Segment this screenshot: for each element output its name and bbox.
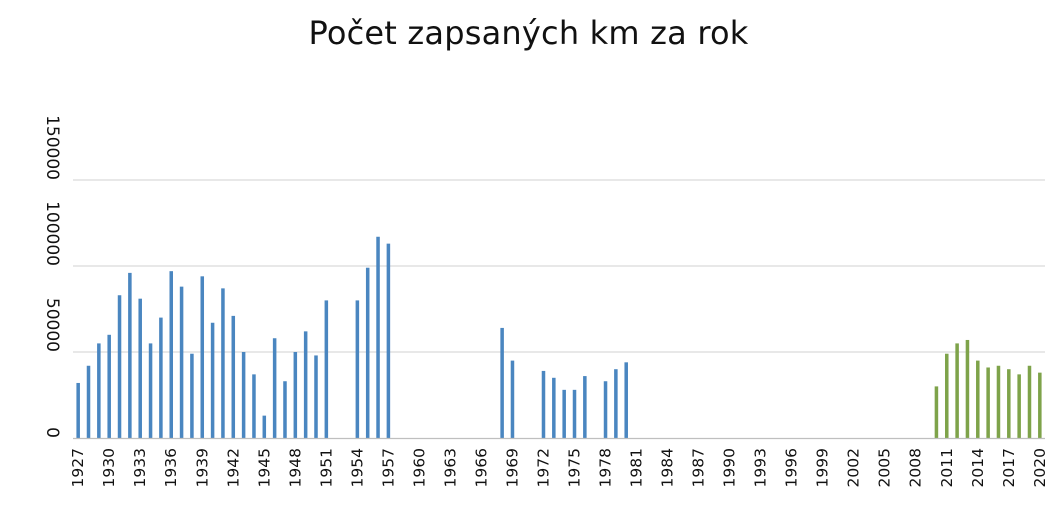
bar-1944 — [252, 374, 256, 438]
bar-1974 — [562, 389, 566, 438]
y-tick-label: 100000 — [42, 201, 62, 266]
bar-1949 — [303, 331, 308, 438]
bar-1940 — [210, 322, 215, 438]
bar-1932 — [128, 272, 132, 438]
x-tick-label: 2008 — [907, 448, 925, 487]
x-tick-label: 1960 — [410, 448, 428, 487]
x-tick-label: 1975 — [566, 448, 584, 487]
bar-1935 — [159, 317, 163, 438]
bar-1939 — [200, 276, 205, 438]
bar-1957 — [386, 243, 391, 438]
x-tick-label: 1972 — [534, 448, 552, 487]
y-tick-label: 50000 — [42, 298, 62, 352]
bar-2019 — [1027, 365, 1032, 438]
bar-1980 — [624, 362, 628, 438]
bar-1941 — [221, 288, 225, 438]
x-tick-label: 1945 — [255, 448, 273, 487]
x-tick-label: 1939 — [193, 448, 211, 487]
bar-1976 — [583, 376, 587, 438]
bars — [76, 236, 1042, 438]
bar-2018 — [1017, 374, 1021, 438]
x-tick-label: 2020 — [1031, 448, 1049, 487]
x-tick-label: 2011 — [938, 448, 956, 487]
bar-1934 — [148, 343, 153, 438]
bar-1975 — [572, 389, 577, 438]
bar-1945 — [262, 415, 267, 438]
bar-1928 — [86, 365, 91, 438]
bar-1933 — [138, 298, 142, 438]
bar-1936 — [169, 271, 173, 438]
x-tick-label: 1993 — [752, 448, 770, 487]
gridlines — [73, 179, 1045, 353]
bar-1956 — [376, 236, 380, 438]
x-tick-label: 1996 — [783, 448, 801, 487]
bar-1938 — [190, 353, 194, 438]
x-tick-label: 1984 — [659, 448, 677, 487]
x-tick-label: 1957 — [379, 448, 397, 487]
bar-1943 — [241, 352, 246, 438]
bar-1930 — [107, 334, 111, 438]
x-tick-label: 1942 — [224, 448, 242, 487]
bar-2011 — [945, 353, 949, 438]
bar-2012 — [955, 343, 959, 438]
bar-1927 — [76, 382, 80, 438]
bar-1969 — [510, 360, 515, 438]
y-tick-label: 0 — [42, 427, 62, 438]
x-tick-label: 1987 — [690, 448, 708, 487]
x-tick-label: 1999 — [814, 448, 832, 487]
bar-2015 — [986, 367, 990, 438]
bar-1951 — [324, 300, 329, 438]
bar-2017 — [1007, 369, 1011, 438]
bar-1946 — [272, 338, 277, 438]
bar-1950 — [314, 355, 318, 438]
bar-1968 — [500, 327, 504, 438]
bar-1937 — [179, 286, 184, 438]
x-tick-label: 2017 — [1000, 448, 1018, 487]
x-tick-label: 1966 — [472, 448, 490, 487]
x-tick-label: 1969 — [503, 448, 521, 487]
bar-1955 — [365, 267, 370, 438]
x-tick-label: 2005 — [876, 448, 894, 487]
x-tick-label: 1933 — [131, 448, 149, 487]
y-tick-label: 150000 — [42, 115, 62, 180]
x-tick-label: 1981 — [628, 448, 646, 487]
bar-1954 — [355, 300, 360, 438]
bar-1972 — [541, 370, 546, 438]
bar-2010 — [934, 386, 939, 438]
bar-2020 — [1038, 372, 1042, 438]
bar-1942 — [231, 315, 236, 438]
bar-1931 — [117, 295, 122, 438]
x-tick-label: 2002 — [845, 448, 863, 487]
x-tick-label: 1936 — [162, 448, 180, 487]
bar-1979 — [614, 369, 618, 438]
bar-1929 — [97, 343, 101, 438]
bar-1978 — [603, 381, 608, 438]
x-tick-label: 1954 — [348, 448, 366, 487]
axes: 0 50000 100000 150000 1927 1930 1933 1936 1939 19… — [42, 115, 1049, 487]
chart-title: Počet zapsaných km za rok — [308, 14, 749, 52]
x-tick-label: 1948 — [286, 448, 304, 487]
bar-2013 — [965, 339, 970, 438]
bar-2016 — [996, 365, 1001, 438]
x-tick-label: 2014 — [969, 448, 987, 487]
bar-1948 — [293, 352, 298, 438]
bar-1973 — [552, 377, 556, 438]
x-tick-label: 1927 — [69, 448, 87, 487]
x-tick-label: 1990 — [721, 448, 739, 487]
x-tick-label: 1963 — [441, 448, 459, 487]
x-tick-label: 1930 — [100, 448, 118, 487]
x-tick-label: 1978 — [597, 448, 615, 487]
bar-1947 — [283, 381, 287, 438]
x-tick-label: 1951 — [317, 448, 335, 487]
bar-2014 — [976, 360, 980, 438]
